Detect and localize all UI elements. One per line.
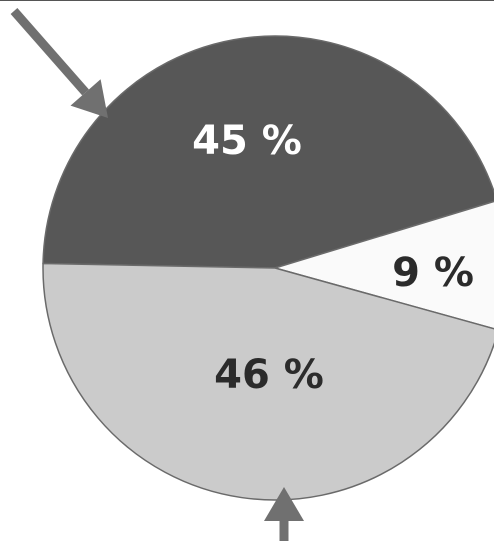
- slice-46: [42, 262, 494, 501]
- slice-45: [42, 35, 494, 269]
- arrow-to-slice-46: [264, 487, 304, 541]
- slice-9: [272, 200, 494, 330]
- slice-label-45: 45 %: [192, 118, 302, 164]
- arrow-to-slice-45: [10, 8, 108, 118]
- slice-label-9: 9 %: [392, 250, 474, 296]
- slice-label-46: 46 %: [214, 352, 324, 398]
